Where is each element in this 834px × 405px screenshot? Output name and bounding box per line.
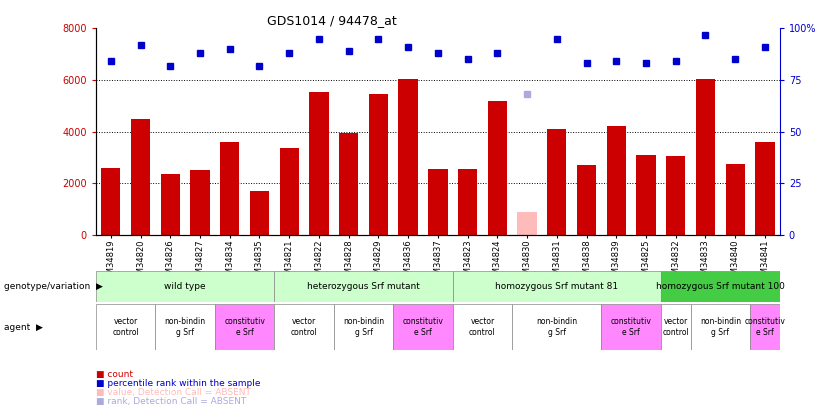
Text: non-bindin
g Srf: non-bindin g Srf: [164, 318, 206, 337]
Bar: [488, 101, 507, 235]
Text: ■ percentile rank within the sample: ■ percentile rank within the sample: [96, 379, 260, 388]
Text: constitutiv
e Srf: constitutiv e Srf: [745, 318, 786, 337]
Bar: [606, 126, 626, 235]
Text: constitutiv
e Srf: constitutiv e Srf: [610, 318, 651, 337]
Text: constitutiv
e Srf: constitutiv e Srf: [224, 318, 265, 337]
Bar: [661, 271, 780, 302]
Bar: [547, 129, 566, 235]
Bar: [339, 133, 359, 235]
Bar: [458, 169, 477, 235]
Bar: [155, 304, 215, 350]
Bar: [279, 148, 299, 235]
Bar: [453, 271, 661, 302]
Text: agent  ▶: agent ▶: [4, 322, 43, 332]
Bar: [369, 94, 388, 235]
Bar: [517, 212, 537, 235]
Text: GDS1014 / 94478_at: GDS1014 / 94478_at: [267, 14, 397, 27]
Text: vector
control: vector control: [469, 318, 496, 337]
Text: non-bindin
g Srf: non-bindin g Srf: [343, 318, 384, 337]
Text: ■ count: ■ count: [96, 370, 133, 379]
Text: vector
control: vector control: [291, 318, 318, 337]
Bar: [666, 156, 686, 235]
Text: genotype/variation  ▶: genotype/variation ▶: [4, 282, 103, 291]
Text: heterozygous Srf mutant: heterozygous Srf mutant: [307, 282, 420, 291]
Bar: [101, 168, 120, 235]
Bar: [334, 304, 394, 350]
Bar: [750, 304, 780, 350]
Text: constitutiv
e Srf: constitutiv e Srf: [403, 318, 444, 337]
Text: non-bindin
g Srf: non-bindin g Srf: [536, 318, 577, 337]
Text: vector
control: vector control: [662, 318, 689, 337]
Bar: [274, 271, 453, 302]
Bar: [756, 142, 775, 235]
Text: ■ rank, Detection Call = ABSENT: ■ rank, Detection Call = ABSENT: [96, 397, 246, 405]
Bar: [394, 304, 453, 350]
Text: homozygous Srf mutant 100: homozygous Srf mutant 100: [656, 282, 785, 291]
Bar: [220, 142, 239, 235]
Bar: [512, 304, 601, 350]
Bar: [161, 174, 180, 235]
Text: ■ value, Detection Call = ABSENT: ■ value, Detection Call = ABSENT: [96, 388, 251, 397]
Bar: [96, 271, 274, 302]
Bar: [577, 165, 596, 235]
Text: homozygous Srf mutant 81: homozygous Srf mutant 81: [495, 282, 618, 291]
Bar: [309, 92, 329, 235]
Bar: [190, 171, 209, 235]
Bar: [601, 304, 661, 350]
Bar: [453, 304, 512, 350]
Bar: [399, 79, 418, 235]
Text: non-bindin
g Srf: non-bindin g Srf: [700, 318, 741, 337]
Text: vector
control: vector control: [113, 318, 139, 337]
Bar: [726, 164, 745, 235]
Bar: [428, 169, 448, 235]
Bar: [661, 304, 691, 350]
Bar: [215, 304, 274, 350]
Bar: [636, 155, 656, 235]
Bar: [696, 79, 715, 235]
Bar: [131, 119, 150, 235]
Bar: [691, 304, 750, 350]
Text: wild type: wild type: [164, 282, 206, 291]
Bar: [274, 304, 334, 350]
Bar: [96, 304, 155, 350]
Bar: [250, 191, 269, 235]
